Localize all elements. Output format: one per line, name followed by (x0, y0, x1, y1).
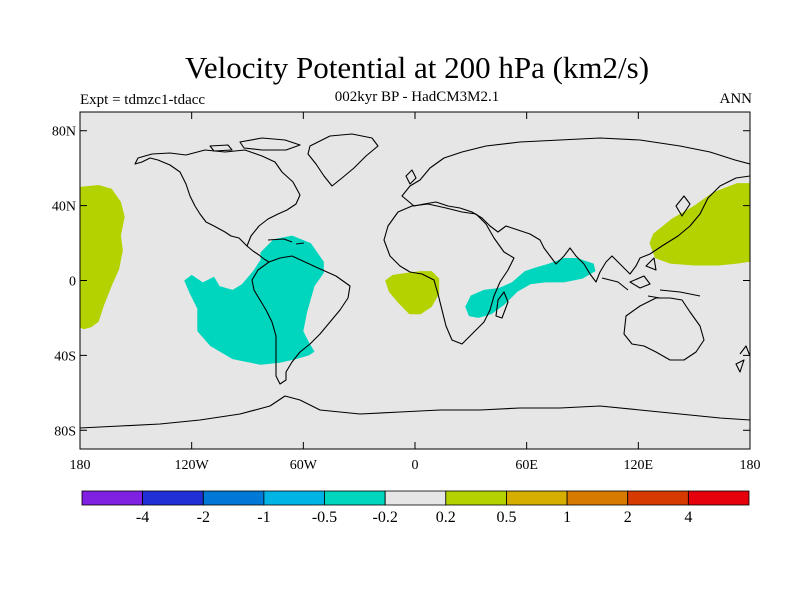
coast-australia (623, 297, 705, 361)
coast-madagascar (495, 291, 509, 319)
coast-new-zealand (735, 345, 750, 373)
map-ticks (79, 112, 751, 449)
colorbar-label: -1 (257, 509, 270, 526)
colorbar-box (384, 490, 447, 506)
colorbar-label: -4 (136, 509, 149, 526)
lat-label: 80N (52, 125, 76, 140)
coast-eurasia (401, 137, 750, 283)
coast-north-america (134, 149, 301, 247)
lat-label: 80S (54, 424, 76, 439)
colorbar-label: 0.2 (436, 509, 456, 526)
colorbar-box (324, 490, 386, 506)
lon-label: 60E (515, 458, 538, 473)
colorbar-box (566, 490, 629, 506)
colorbar-box (263, 490, 325, 506)
colorbar-box (688, 490, 750, 506)
coast-central-america (246, 245, 270, 263)
lat-label: 40S (54, 349, 76, 364)
lon-label: 60W (290, 458, 318, 473)
season-label: ANN (719, 91, 753, 107)
colorbar-label: 2 (624, 509, 632, 526)
lat-label: 40N (52, 200, 76, 215)
colorbar-box (627, 490, 689, 506)
coast-caribbean (267, 238, 305, 245)
colorbar-label: 0.5 (497, 509, 517, 526)
colorbar-label: 4 (684, 509, 692, 526)
map-tick-labels: 80N 40N 0 40S 80S 180 120W 60W 0 60E 120E 180 (52, 125, 761, 473)
plot-subtitle: 002kyr BP - HadCM3M2.1 (334, 89, 500, 105)
colorbar-box (202, 490, 265, 506)
lat-label: 0 (69, 275, 76, 290)
colorbar-box (142, 490, 204, 506)
lon-label: 180 (740, 458, 761, 473)
colorbar-label: -0.5 (312, 509, 337, 526)
lon-label: 0 (412, 458, 419, 473)
experiment-label: Expt = tdmzc1-tdacc (80, 92, 206, 108)
coast-africa (383, 203, 515, 345)
lon-label: 120W (175, 458, 210, 473)
coastlines (80, 133, 750, 429)
region-atlantic-positive (385, 271, 440, 315)
coast-greenland (307, 133, 379, 187)
region-central-pacific-positive (80, 185, 125, 330)
lon-label: 120E (624, 458, 654, 473)
colorbar-box (81, 490, 143, 506)
plot-title: Velocity Potential at 200 hPa (km2/s) (184, 50, 650, 85)
lon-label: 180 (70, 458, 91, 473)
coast-south-america (251, 255, 351, 385)
colorbar-box (445, 490, 507, 506)
colorbar-label: 1 (563, 509, 571, 526)
colorbar (81, 490, 750, 506)
coast-arctic-islands (209, 137, 301, 152)
coast-maritime-continent (601, 257, 701, 299)
coast-british-isles (405, 169, 417, 185)
region-west-pacific-positive (649, 183, 750, 266)
region-south-america-negative (184, 235, 324, 365)
colorbar-label: -2 (197, 509, 210, 526)
colorbar-box (506, 490, 568, 506)
coast-antarctica (80, 395, 750, 429)
colorbar-labels: -4 -2 -1 -0.5 -0.2 0.2 0.5 1 2 4 (136, 509, 692, 526)
coast-japan (675, 195, 691, 217)
colorbar-label: -0.2 (373, 509, 398, 526)
